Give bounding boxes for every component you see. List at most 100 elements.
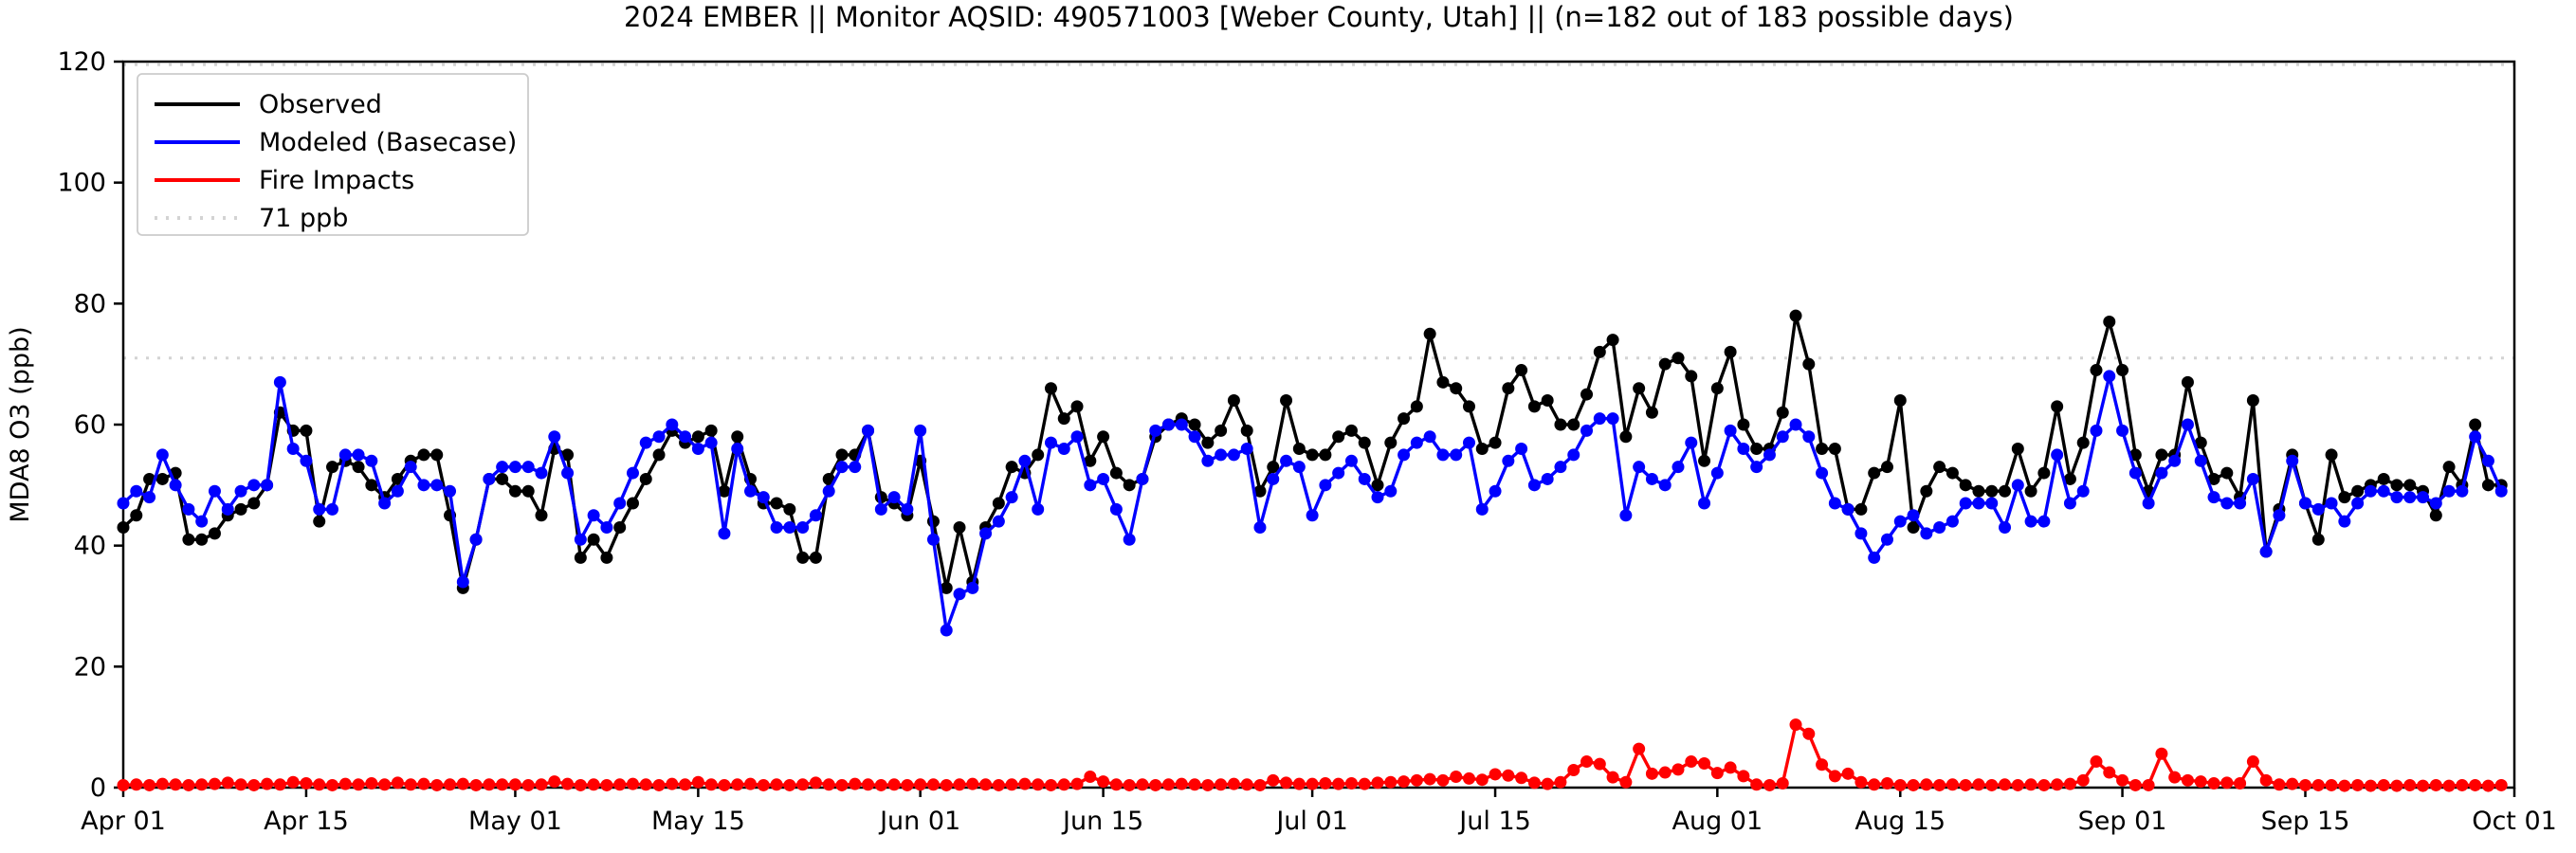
data-point [2286, 454, 2299, 467]
data-point [444, 484, 457, 498]
data-point [835, 461, 849, 474]
data-point [313, 502, 326, 516]
data-point [1789, 718, 1802, 732]
data-point [1541, 777, 1554, 790]
x-tick-label: Apr 01 [81, 807, 166, 836]
data-point [404, 778, 417, 791]
data-point [1802, 357, 1816, 371]
data-point [2194, 775, 2207, 789]
data-point [1044, 382, 1057, 395]
data-point [926, 533, 940, 546]
data-point [1267, 472, 1280, 485]
data-point [1698, 497, 1711, 510]
data-point [600, 778, 613, 791]
data-point [234, 778, 247, 791]
data-point [1005, 491, 1018, 504]
plot-area: 0 20 40 60 80 100 120 Apr 01 Apr 15 May 01 May 15 J… [57, 47, 2556, 836]
data-point [2456, 484, 2469, 498]
data-point [1606, 334, 1619, 347]
data-point [652, 448, 666, 462]
data-point [666, 777, 679, 790]
data-point [809, 509, 822, 522]
data-point [338, 777, 352, 790]
data-point [2207, 472, 2220, 485]
data-point [2273, 509, 2286, 522]
data-point [2325, 497, 2338, 510]
data-point [666, 418, 679, 431]
data-point [1698, 454, 1711, 467]
data-point [1580, 424, 1594, 437]
data-point [1044, 436, 1057, 449]
data-point [1724, 761, 1737, 774]
data-point [2181, 418, 2194, 431]
data-point [718, 484, 731, 498]
data-point [992, 778, 1005, 791]
data-point [2273, 778, 2286, 791]
data-point [1633, 742, 1646, 755]
data-point [1763, 448, 1776, 462]
data-point [1371, 491, 1384, 504]
data-point [2259, 545, 2273, 558]
data-point [378, 778, 392, 791]
data-point [1868, 778, 1881, 791]
data-point [1070, 430, 1084, 444]
x-tick-label: May 01 [468, 807, 562, 836]
data-point [221, 776, 234, 789]
data-point [273, 375, 286, 389]
data-point [1907, 521, 1920, 535]
data-point [548, 430, 561, 444]
data-point [1606, 771, 1619, 784]
data-point [300, 424, 313, 437]
data-point [1658, 357, 1672, 371]
y-axis-label: MDA8 O3 (ppb) [6, 326, 35, 522]
data-point [1215, 448, 1228, 462]
data-point [117, 497, 130, 510]
data-point [940, 581, 953, 594]
data-point [1854, 775, 1868, 789]
data-point [1972, 484, 1985, 498]
data-point [770, 778, 783, 791]
data-point [2076, 773, 2090, 787]
data-point [1502, 382, 1515, 395]
data-point [1450, 771, 1463, 784]
data-point [2364, 779, 2377, 792]
data-point [2325, 778, 2338, 791]
data-point [561, 448, 575, 462]
data-point [2037, 466, 2051, 480]
data-point [2403, 778, 2417, 791]
data-point [600, 521, 613, 535]
data-point [261, 479, 274, 492]
data-point [391, 776, 404, 789]
series-line [122, 722, 2502, 788]
data-point [1215, 424, 1228, 437]
data-point [2338, 515, 2351, 528]
data-point [966, 777, 979, 790]
data-point [2234, 497, 2247, 510]
data-point [1816, 443, 1829, 456]
data-point [1149, 778, 1162, 791]
data-point [1398, 448, 1411, 462]
data-point [456, 575, 469, 589]
data-point [535, 509, 548, 522]
data-point [261, 777, 274, 790]
data-point [1750, 461, 1763, 474]
data-point [1985, 778, 1999, 791]
data-point [1893, 515, 1907, 528]
data-point [1280, 776, 1293, 789]
data-point [1227, 393, 1240, 407]
data-point [1240, 424, 1253, 437]
data-point [2063, 777, 2076, 790]
data-point [1776, 406, 1789, 419]
data-point [2168, 454, 2182, 467]
data-point [901, 778, 914, 791]
data-point [2220, 497, 2234, 510]
data-point [1267, 773, 1280, 787]
data-point [1880, 533, 1893, 546]
data-point [1946, 778, 1959, 791]
data-point [1097, 775, 1110, 789]
data-point [2155, 466, 2168, 480]
data-point [1332, 466, 1345, 480]
y-tick-label: 40 [74, 532, 106, 561]
data-point [1567, 763, 1580, 776]
data-point [1972, 497, 1985, 510]
